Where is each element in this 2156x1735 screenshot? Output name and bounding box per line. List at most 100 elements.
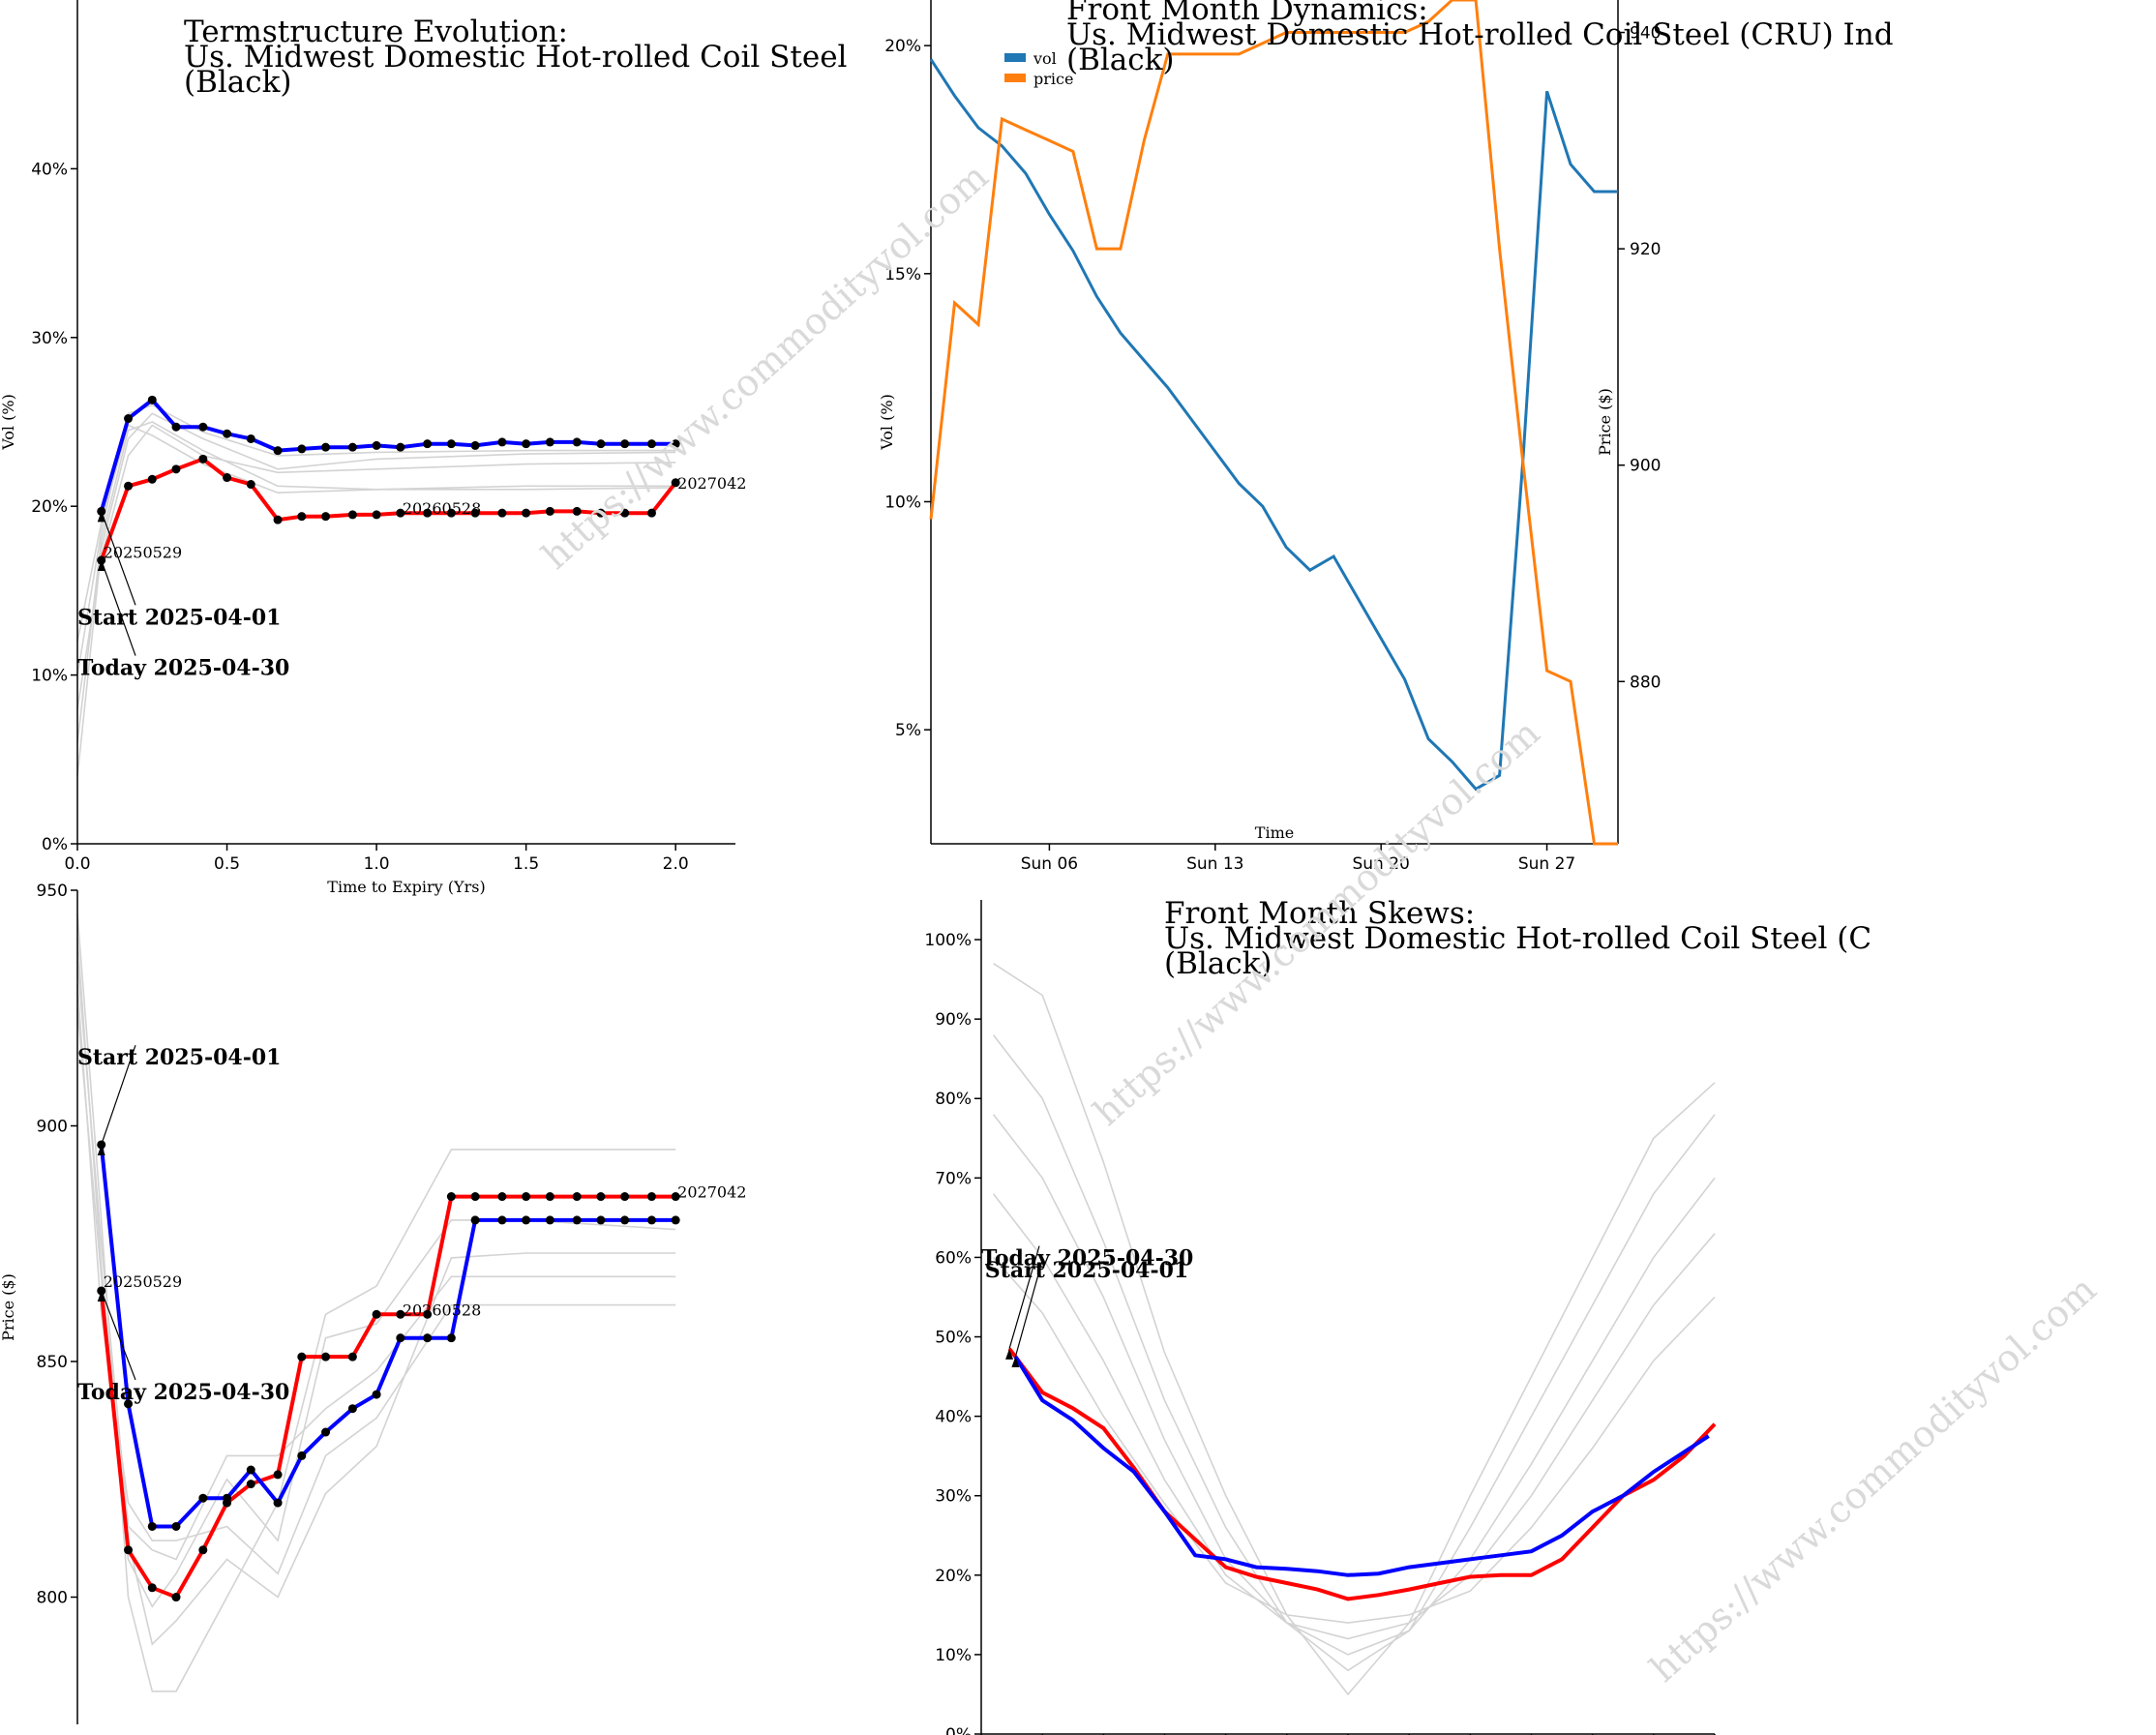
x-tick-label: Sun 06 — [1021, 854, 1078, 874]
annotation-arrowhead — [1005, 1348, 1014, 1360]
y-tick-label: 40% — [935, 1408, 972, 1427]
x-axis-title: Time to Expiry (Yrs) — [327, 878, 485, 896]
y-tick-right-label: 920 — [1630, 240, 1661, 259]
today-series-point — [671, 1192, 680, 1202]
today-series-point — [147, 1583, 157, 1593]
today-series-point — [171, 1593, 181, 1602]
chart-title-line: Termstructure Evolution: — [184, 15, 568, 49]
start-series-point — [223, 1493, 232, 1503]
today-series-point — [446, 1192, 456, 1202]
start-series-point — [646, 1215, 656, 1225]
chart-title-line: Us. Midwest Domestic Hot-rolled Coil Ste… — [1066, 17, 1894, 52]
start-series-point — [423, 439, 433, 449]
start-series-point — [396, 1333, 405, 1343]
start-series-point — [671, 1215, 680, 1225]
start-series-point — [396, 442, 405, 452]
y-tick-label: 30% — [935, 1487, 972, 1507]
watermark-text: https://www.commodityvol.com — [534, 155, 997, 578]
start-series-point — [671, 439, 680, 449]
y-tick-label: 950 — [37, 882, 68, 901]
y-tick-label: 0% — [945, 1725, 972, 1735]
chart-title-line: Us. Midwest Domestic Hot-rolled Coil Ste… — [1164, 921, 1872, 956]
today-series-point — [497, 1192, 507, 1202]
today-series-point — [321, 1352, 331, 1361]
today-series-point — [470, 508, 480, 518]
history-line-0 — [993, 963, 1716, 1696]
annotation-label: Today 2025-04-30 — [77, 1380, 289, 1405]
start-series-line — [1013, 1355, 1710, 1577]
x-tick-label: 0.0 — [64, 854, 90, 874]
today-series-point — [671, 478, 680, 488]
history-line-1 — [76, 421, 676, 743]
today-series-point — [396, 508, 405, 518]
start-series-point — [198, 422, 208, 432]
tenor-label: 2027042 — [677, 1183, 746, 1202]
annotation-label: Start 2025-04-01 — [985, 1258, 1188, 1283]
annotation-arrowhead — [1011, 1357, 1020, 1368]
today-series-point — [646, 1192, 656, 1202]
legend-label: price — [1033, 70, 1073, 88]
y-tick-label: 60% — [935, 1248, 972, 1268]
start-series-point — [321, 442, 331, 452]
annotation-label: Start 2025-04-01 — [77, 1045, 281, 1070]
x-tick-label: 1.5 — [513, 854, 539, 874]
chart-title-line: Us. Midwest Domestic Hot-rolled Coil Ste… — [184, 40, 847, 75]
y-axis-title: Price ($) — [0, 1273, 17, 1341]
y-axis-right-title: Price ($) — [1596, 388, 1614, 456]
legend-swatch — [1004, 74, 1026, 82]
start-series-point — [347, 442, 357, 452]
today-series-point — [246, 1480, 255, 1489]
start-series-point — [347, 1404, 357, 1414]
y-tick-label: 100% — [924, 931, 972, 950]
today-series-point — [620, 1192, 630, 1202]
start-series-point — [171, 422, 181, 432]
annotation-label: Today 2025-04-30 — [981, 1246, 1193, 1271]
history-line-3 — [76, 984, 676, 1575]
y-tick-label: 10% — [884, 493, 921, 512]
price-termstructure-chart: 800 850 900 950 Price ($) 20250529 20260528 202… — [0, 882, 746, 1724]
start-series-point — [522, 1215, 531, 1225]
annotation-arrow — [1014, 1257, 1044, 1358]
start-series-point — [620, 439, 630, 449]
tenor-label: 2027042 — [677, 474, 746, 493]
start-series-point — [545, 437, 554, 447]
y-tick-label: 15% — [884, 265, 921, 284]
history-line-3 — [992, 1193, 1716, 1640]
today-series-point — [396, 1309, 405, 1319]
chart-title-line: (Black) — [184, 65, 292, 100]
start-series-point — [124, 1399, 134, 1409]
start-series-point — [223, 429, 232, 438]
annotation-arrow — [101, 511, 136, 606]
y-tick-label: 900 — [37, 1118, 68, 1137]
history-line-1 — [992, 1034, 1716, 1672]
chart-title-line: Front Month Dynamics: — [1066, 0, 1428, 27]
today-series-point — [273, 1470, 283, 1480]
y-tick-label: 20% — [31, 497, 68, 517]
y-tick-label: 20% — [935, 1567, 972, 1586]
y-tick-label: 30% — [31, 329, 68, 348]
start-series-point — [372, 1390, 381, 1399]
y-tick-label: 10% — [935, 1646, 972, 1665]
start-series-point — [470, 440, 480, 450]
today-series-point — [522, 508, 531, 518]
tenor-label: 20250529 — [104, 543, 182, 561]
start-series-point — [596, 1215, 606, 1225]
history-line-4 — [76, 424, 676, 642]
today-series-point — [223, 473, 232, 483]
today-series-point — [124, 481, 134, 491]
start-series-point — [572, 437, 582, 447]
y-tick-label: 0% — [42, 835, 68, 854]
today-series-point — [596, 508, 606, 518]
chart-title-line: Front Month Skews: — [1164, 896, 1475, 931]
start-series-point — [620, 1215, 630, 1225]
y-tick-label: 5% — [895, 721, 921, 740]
x-tick-label: 0.5 — [214, 854, 240, 874]
tenor-label: 20260528 — [403, 1301, 481, 1319]
start-series-point — [321, 1427, 331, 1437]
start-series-point — [297, 444, 307, 454]
y-tick-label: 50% — [935, 1329, 972, 1348]
today-series-point — [423, 1309, 433, 1319]
start-series-point — [297, 1451, 307, 1460]
today-series-point — [497, 508, 507, 518]
